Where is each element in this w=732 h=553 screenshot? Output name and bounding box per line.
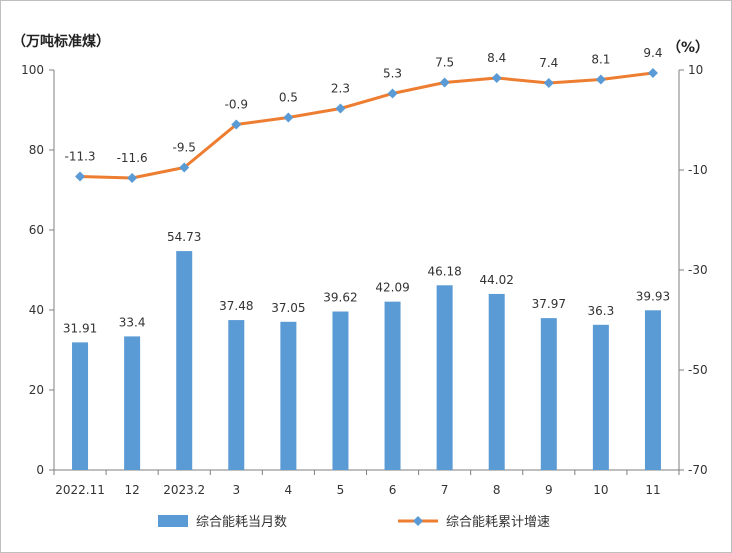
line-point [231, 119, 242, 130]
left-tick-label: 40 [29, 303, 44, 317]
x-tick-label: 6 [389, 483, 397, 497]
line-data-label: 5.3 [383, 67, 402, 81]
line-data-label: 0.5 [279, 91, 298, 105]
left-tick-label: 20 [29, 383, 44, 397]
left-axis-unit-label: （万吨标准煤） [12, 33, 110, 50]
bar [228, 320, 245, 470]
bar [540, 318, 557, 470]
line-point [543, 78, 554, 88]
bar [644, 310, 661, 470]
left-tick-label: 60 [29, 223, 44, 237]
line-data-label: -11.3 [65, 150, 96, 164]
right-tick-label: -50 [688, 363, 708, 377]
bar [332, 311, 349, 470]
legend-bar-label: 综合能耗当月数 [196, 515, 287, 530]
line-data-label: -11.6 [117, 151, 148, 165]
line-data-label: 2.3 [331, 82, 350, 96]
left-tick-label: 80 [29, 143, 44, 157]
x-tick-label: 4 [285, 483, 293, 497]
line-data-label: 8.4 [487, 51, 506, 65]
right-axis-unit-label: （%） [667, 40, 709, 56]
bar-data-label: 33.4 [119, 315, 146, 329]
line-point [283, 112, 294, 123]
bar-data-label: 44.02 [480, 273, 514, 287]
left-tick-label: 100 [21, 63, 44, 77]
x-tick-label: 11 [645, 483, 660, 497]
bar-data-label: 42.09 [375, 281, 409, 295]
line-point [439, 77, 450, 88]
bar-data-label: 36.3 [588, 304, 615, 318]
bar-data-label: 39.62 [323, 291, 357, 305]
x-tick-label: 7 [441, 483, 449, 497]
line-data-label: -9.5 [172, 141, 195, 155]
line-data-label: 7.4 [539, 56, 558, 70]
x-tick-label: 12 [124, 483, 139, 497]
line-data-label: 7.5 [435, 56, 454, 70]
line-data-label: -0.9 [225, 98, 248, 112]
line-point [595, 74, 606, 85]
bar-data-label: 39.93 [636, 289, 670, 303]
line-point [75, 171, 86, 182]
line-point [127, 173, 138, 183]
bar [384, 301, 401, 470]
x-tick-label: 9 [545, 483, 553, 497]
bar [72, 342, 89, 470]
bar [176, 251, 193, 470]
line-point [335, 103, 346, 114]
x-tick-label: 10 [593, 483, 608, 497]
legend-bar-swatch [158, 515, 188, 527]
growth-line [79, 71, 654, 180]
bar-data-label: 54.73 [167, 230, 201, 244]
bar-data-label: 37.97 [532, 297, 566, 311]
bar [280, 321, 297, 470]
right-tick-label: -30 [688, 263, 708, 277]
x-tick-label: 5 [337, 483, 345, 497]
line-point [387, 88, 398, 99]
x-tick-label: 2022.11 [55, 483, 105, 497]
x-tick-label: 3 [232, 483, 240, 497]
bar-data-label: 31.91 [63, 321, 97, 335]
x-tick-label: 2023.2 [163, 483, 205, 497]
line-data-label: 8.1 [591, 53, 610, 67]
bar [124, 336, 141, 470]
legend-line-marker [413, 516, 423, 526]
bar [488, 293, 505, 470]
left-tick-label: 0 [36, 463, 44, 477]
right-tick-label: -70 [688, 463, 708, 477]
line-point [647, 68, 658, 78]
line-data-label: 9.4 [643, 46, 662, 60]
legend-line-label: 综合能耗累计增速 [446, 515, 550, 530]
bar-data-label: 37.48 [219, 299, 253, 313]
x-tick-label: 8 [493, 483, 501, 497]
bar [436, 285, 453, 470]
right-tick-label: -10 [688, 163, 708, 177]
line-point [491, 73, 502, 83]
bar [592, 324, 609, 470]
bar-data-label: 46.18 [427, 264, 461, 278]
line-point [179, 162, 190, 173]
right-tick-label: 10 [688, 63, 703, 77]
bar-data-label: 37.05 [271, 301, 305, 315]
